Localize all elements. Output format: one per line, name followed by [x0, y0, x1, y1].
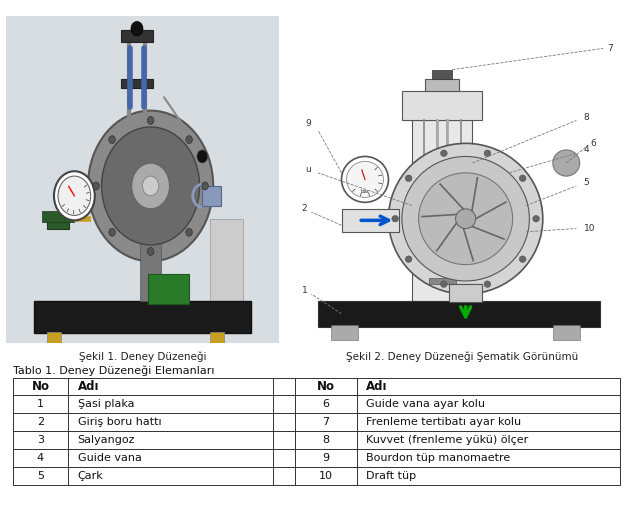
- Bar: [13, 413, 620, 431]
- Circle shape: [405, 175, 412, 181]
- Circle shape: [533, 215, 539, 222]
- Circle shape: [147, 116, 154, 124]
- Text: Adı: Adı: [78, 380, 99, 393]
- Text: No: No: [32, 380, 49, 393]
- Bar: [432, 70, 452, 80]
- Circle shape: [389, 144, 543, 294]
- Text: 10: 10: [584, 224, 596, 233]
- Bar: [42, 211, 75, 222]
- Text: 4: 4: [37, 453, 44, 463]
- Bar: [342, 209, 399, 232]
- Text: 5: 5: [584, 178, 589, 187]
- Text: Çark: Çark: [78, 471, 103, 481]
- Text: No: No: [316, 380, 335, 393]
- Circle shape: [142, 176, 159, 196]
- Circle shape: [102, 127, 199, 245]
- Text: Tablo 1. Deney Düzeneği Elemanları: Tablo 1. Deney Düzeneği Elemanları: [13, 365, 214, 375]
- Bar: [318, 301, 600, 327]
- Text: 6: 6: [322, 399, 329, 409]
- Bar: [34, 301, 251, 333]
- Text: 2: 2: [37, 418, 44, 427]
- Circle shape: [132, 163, 170, 209]
- Text: Draft tüp: Draft tüp: [366, 471, 417, 481]
- Bar: [402, 91, 482, 121]
- Circle shape: [342, 157, 389, 202]
- Bar: [13, 431, 620, 449]
- Text: 1: 1: [302, 287, 308, 295]
- Text: Şekil 2. Deney Düzeneği Şematik Görünümü: Şekil 2. Deney Düzeneği Şematik Görünümü: [346, 351, 578, 361]
- Circle shape: [202, 182, 208, 190]
- Text: Adı: Adı: [366, 380, 387, 393]
- Bar: [13, 467, 620, 485]
- Circle shape: [392, 215, 399, 222]
- Bar: [203, 186, 222, 205]
- Circle shape: [484, 281, 491, 288]
- Circle shape: [553, 150, 580, 176]
- Circle shape: [186, 228, 192, 236]
- Circle shape: [519, 175, 526, 181]
- Bar: [121, 30, 153, 42]
- Circle shape: [441, 281, 448, 288]
- Circle shape: [484, 150, 491, 157]
- Circle shape: [197, 150, 208, 163]
- Bar: [13, 378, 620, 395]
- Circle shape: [109, 228, 115, 236]
- Circle shape: [418, 173, 513, 265]
- Text: Salyangoz: Salyangoz: [78, 435, 135, 445]
- Text: 8: 8: [584, 113, 589, 122]
- Circle shape: [519, 256, 526, 263]
- Circle shape: [402, 157, 529, 281]
- Bar: [13, 449, 620, 467]
- Text: Guide vana: Guide vana: [78, 453, 142, 463]
- Bar: [13, 395, 620, 413]
- Bar: [553, 325, 580, 340]
- Bar: [412, 121, 472, 301]
- Bar: [210, 332, 224, 343]
- Text: 8: 8: [322, 435, 329, 445]
- Text: 6: 6: [590, 139, 596, 148]
- Text: Şekil 1. Deney Düzeneği: Şekil 1. Deney Düzeneği: [78, 351, 206, 361]
- Circle shape: [405, 256, 412, 263]
- Circle shape: [186, 136, 192, 144]
- Bar: [47, 212, 69, 228]
- Bar: [148, 275, 189, 304]
- Text: Giriş boru hattı: Giriş boru hattı: [78, 418, 161, 427]
- Text: 4: 4: [584, 146, 589, 154]
- Bar: [273, 378, 295, 485]
- Bar: [425, 80, 459, 91]
- Circle shape: [109, 136, 115, 144]
- Circle shape: [88, 111, 213, 261]
- Text: 5: 5: [37, 471, 44, 481]
- Bar: [210, 219, 243, 301]
- Circle shape: [441, 150, 448, 157]
- Text: 7: 7: [607, 44, 613, 53]
- Text: Şasi plaka: Şasi plaka: [78, 399, 134, 409]
- Text: bar: bar: [360, 189, 370, 193]
- Text: Bourdon tüp manomaetre: Bourdon tüp manomaetre: [366, 453, 510, 463]
- Circle shape: [58, 176, 91, 215]
- Text: 3: 3: [37, 435, 44, 445]
- Circle shape: [54, 171, 95, 220]
- Bar: [429, 278, 456, 284]
- Circle shape: [147, 248, 154, 255]
- Text: 7: 7: [322, 418, 329, 427]
- Bar: [121, 80, 153, 88]
- Text: 10: 10: [319, 471, 333, 481]
- Text: Frenleme tertibatı ayar kolu: Frenleme tertibatı ayar kolu: [366, 418, 521, 427]
- Circle shape: [346, 161, 384, 198]
- Circle shape: [93, 182, 99, 190]
- Text: 2: 2: [302, 204, 308, 213]
- Text: 9: 9: [322, 453, 329, 463]
- Text: Guide vana ayar kolu: Guide vana ayar kolu: [366, 399, 485, 409]
- Bar: [449, 284, 482, 302]
- Text: Kuvvet (frenleme yükü) ölçer: Kuvvet (frenleme yükü) ölçer: [366, 435, 529, 445]
- Bar: [332, 325, 358, 340]
- Bar: [140, 189, 161, 301]
- Bar: [47, 332, 61, 343]
- Text: u: u: [305, 165, 311, 174]
- Text: 1: 1: [37, 399, 44, 409]
- Circle shape: [456, 209, 476, 228]
- Circle shape: [131, 21, 143, 36]
- Text: 9: 9: [305, 119, 311, 128]
